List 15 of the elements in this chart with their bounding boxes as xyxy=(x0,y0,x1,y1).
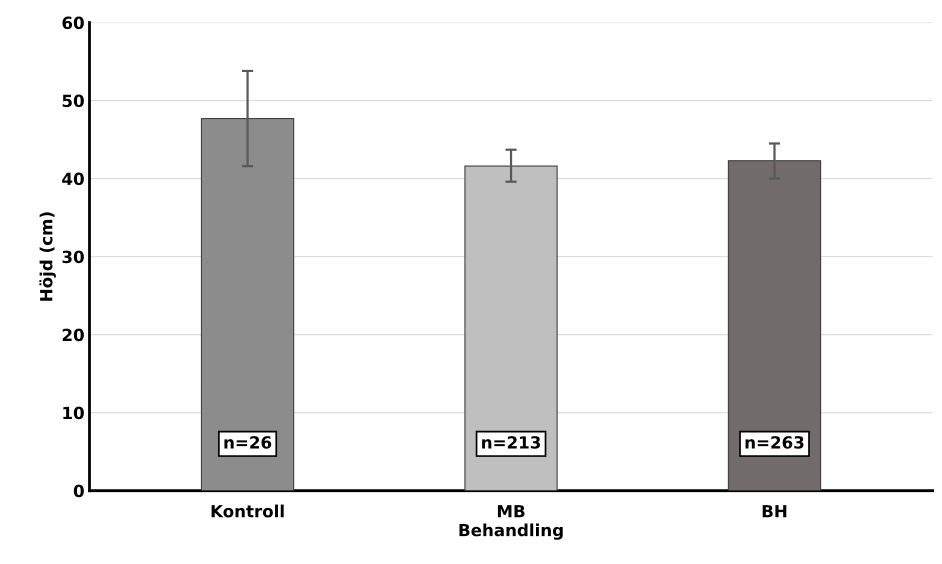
x-axis-title: Behandling xyxy=(460,523,563,540)
y-tick-label: 0 xyxy=(74,484,84,498)
annotation: n=26 xyxy=(224,436,272,449)
y-tick-label: 60 xyxy=(62,16,84,30)
y-tick-label: 40 xyxy=(62,172,84,186)
x-tick-label: Kontroll xyxy=(212,504,284,518)
x-tick-label: BH xyxy=(762,505,786,518)
y-axis-title: Höjd (cm) xyxy=(39,212,56,301)
y-tick-label: 50 xyxy=(62,94,84,108)
annotation: n=213 xyxy=(482,436,540,449)
annotation: n=263 xyxy=(746,436,804,449)
y-tick-label: 30 xyxy=(62,250,84,264)
x-tick-label: MB xyxy=(498,505,525,518)
y-tick-label: 10 xyxy=(63,406,84,420)
y-tick-label: 20 xyxy=(62,328,84,342)
